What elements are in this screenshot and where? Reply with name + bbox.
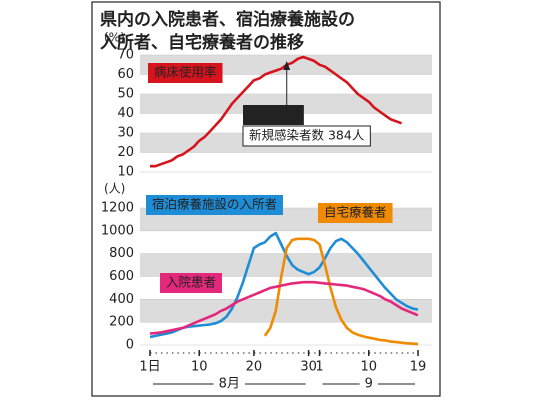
y-tick-label: 1000	[101, 223, 134, 238]
series-label: 病床使用率	[154, 65, 217, 80]
y-tick-label: 10	[117, 165, 134, 180]
label-box	[242, 125, 371, 147]
y-tick-label: 20	[117, 145, 134, 160]
series-label: 新規感染者数 384人	[249, 128, 365, 143]
y-unit: (%)	[104, 31, 125, 45]
series-line	[263, 237, 419, 346]
label-box	[148, 63, 223, 83]
x-tick-label: 10	[361, 360, 378, 375]
month-label: 8月	[219, 377, 240, 392]
y-unit: (人)	[104, 182, 125, 196]
x-tick-label: 1	[315, 360, 323, 375]
label-box	[160, 273, 223, 293]
y-tick-label: 600	[109, 269, 134, 284]
series-label: 宿泊療養施設の入所者	[152, 197, 277, 212]
x-tick-label: 19	[410, 360, 427, 375]
y-tick-label: 60	[117, 67, 134, 82]
series-line	[149, 280, 419, 335]
y-tick-label: 400	[109, 292, 134, 307]
label-box	[146, 195, 284, 215]
series-line	[150, 55, 403, 168]
x-tick-label: 30	[300, 360, 317, 375]
y-tick-label: 0	[126, 338, 134, 353]
y-tick-label: 70	[117, 48, 134, 63]
series-label: 8月26日	[249, 107, 298, 122]
label-box	[243, 105, 304, 125]
y-tick-label: 50	[117, 87, 134, 102]
x-tick-label: 10	[191, 360, 208, 375]
grid-band	[140, 253, 432, 277]
series-label: 入院患者	[166, 275, 216, 290]
x-tick-label: 1日	[139, 360, 160, 375]
label-box	[318, 203, 393, 223]
series-line	[149, 231, 419, 339]
y-tick-label: 30	[117, 126, 134, 141]
y-tick-label: 1200	[101, 201, 134, 216]
chart-title: 県内の入院患者、宿泊療養施設の	[100, 9, 355, 30]
y-tick-label: 800	[109, 246, 134, 261]
y-tick-label: 200	[109, 315, 134, 330]
month-label: 9	[365, 377, 373, 392]
arrow-head	[283, 61, 291, 70]
chart-title: 入所者、自宅療養者の推移	[100, 32, 304, 53]
x-tick-label: 20	[246, 360, 263, 375]
y-tick-label: 40	[117, 106, 134, 121]
grid-band	[140, 94, 432, 114]
grid-band	[140, 299, 432, 323]
series-label: 自宅療養者	[324, 205, 387, 220]
